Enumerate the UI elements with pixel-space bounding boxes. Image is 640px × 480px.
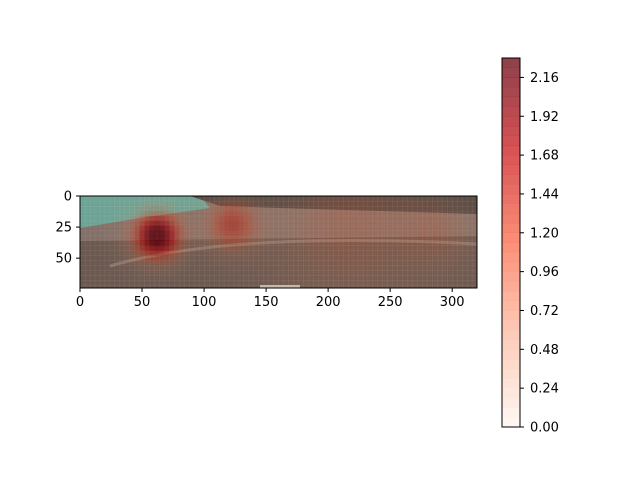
y-tick-label: 0: [64, 190, 72, 205]
colorbar-band: [502, 329, 520, 340]
heatmap-image: [80, 196, 477, 288]
y-tick-label: 25: [55, 221, 72, 236]
colorbar-band: [502, 77, 520, 88]
colorbar-band: [502, 310, 520, 321]
colorbar-band: [502, 223, 520, 233]
colorbar-tick-label: 0.72: [530, 304, 559, 319]
colorbar-band: [502, 232, 520, 243]
colorbar-band: [502, 271, 520, 282]
colorbar-band: [502, 116, 520, 127]
colorbar-band: [502, 261, 520, 272]
colorbar-tick-label: 0.24: [530, 382, 559, 397]
colorbar-band: [502, 388, 520, 399]
colorbar-band: [502, 193, 520, 204]
colorbar-band: [502, 184, 520, 195]
colorbar-band: [502, 58, 520, 68]
colorbar-band: [502, 368, 520, 379]
colorbar-ticks: 0.00 0.24 0.48 0.72 0.96 1.20 1.44 1.68 1.92 2.16: [520, 71, 559, 436]
colorbar-band: [502, 378, 520, 389]
x-tick-label: 100: [192, 295, 217, 310]
colorbar-band: [502, 164, 520, 175]
colorbar-band: [502, 407, 520, 418]
x-tick-label: 300: [440, 295, 465, 310]
colorbar-tick-label: 1.68: [530, 149, 559, 164]
colorbar-tick-label: 1.20: [530, 226, 559, 241]
y-tick-label: 50: [55, 252, 72, 267]
colorbar-band: [502, 106, 520, 117]
colorbar-band: [502, 349, 520, 360]
colorbar-band: [502, 87, 520, 98]
colorbar-tick-label: 1.92: [530, 110, 559, 125]
y-axis: 0 25 50: [55, 190, 80, 267]
colorbar-band: [502, 67, 520, 78]
x-tick-label: 50: [134, 295, 151, 310]
colorbar-tick-label: 0.00: [530, 421, 559, 436]
heatmap-frame: [79, 195, 478, 289]
colorbar-band: [502, 213, 520, 224]
x-tick-label: 200: [316, 295, 341, 310]
colorbar-band: [502, 359, 520, 369]
colorbar-frame: [501, 57, 521, 428]
colorbar-band: [502, 125, 520, 136]
colorbar-tick-label: 1.44: [530, 187, 559, 202]
colorbar-band: [502, 417, 520, 428]
x-axis: 0 50 100 150 200 250 300: [76, 288, 465, 310]
colorbar-band: [502, 242, 520, 253]
x-tick-label: 250: [378, 295, 403, 310]
colorbar-tick-label: 0.48: [530, 343, 559, 358]
x-tick-label: 0: [76, 295, 84, 310]
colorbar-tick-label: 2.16: [530, 71, 559, 86]
colorbar-band: [502, 155, 520, 166]
colorbar-band: [502, 300, 520, 311]
colorbar-band: [502, 174, 520, 185]
colorbar-band: [502, 281, 520, 292]
colorbar-band: [502, 291, 520, 301]
colorbar-band: [502, 96, 520, 107]
colorbar-band: [502, 339, 520, 350]
colorbar-band: [502, 252, 520, 263]
colorbar-band: [502, 203, 520, 214]
colorbar-bands: [502, 58, 520, 428]
colorbar-band: [502, 145, 520, 156]
colorbar-tick-label: 0.96: [530, 265, 559, 280]
colorbar-band: [502, 397, 520, 408]
colorbar: 0.00 0.24 0.48 0.72 0.96 1.20 1.44 1.68 1.92 2.16: [501, 57, 559, 436]
x-tick-label: 150: [254, 295, 279, 310]
pixel-grid-texture: [80, 196, 477, 288]
colorbar-band: [502, 135, 520, 146]
colorbar-band: [502, 320, 520, 331]
